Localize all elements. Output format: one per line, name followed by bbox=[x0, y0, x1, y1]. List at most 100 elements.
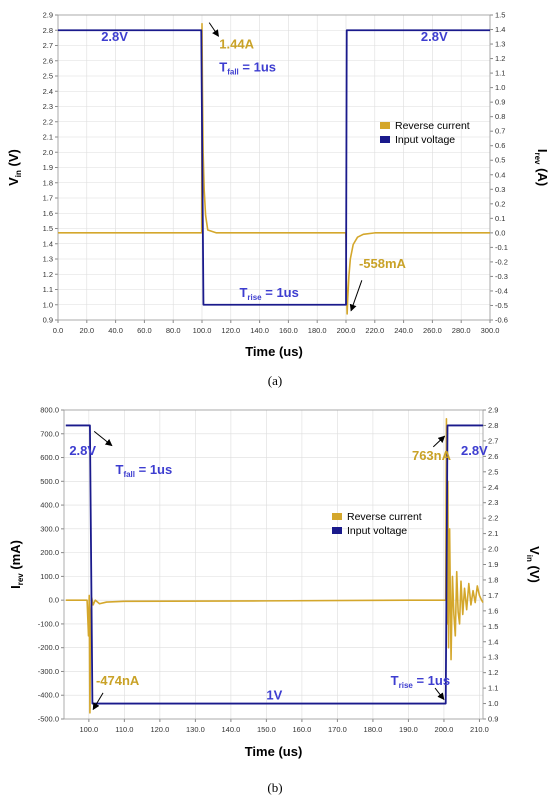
annotation-label: -474nA bbox=[96, 673, 140, 688]
annotation-arrow bbox=[92, 692, 104, 711]
y-right-tick-label: -0.6 bbox=[495, 316, 508, 325]
y-right-tick-label: 1.9 bbox=[488, 560, 498, 569]
y-right-tick-label: 1.7 bbox=[488, 591, 498, 600]
annotation-label: Tfall = 1us bbox=[219, 59, 276, 76]
plot-frame bbox=[63, 409, 484, 720]
legend-label: Reverse current bbox=[347, 511, 422, 523]
annotation-label: 2.8V bbox=[421, 29, 448, 44]
y-left-tick-label: 2.5 bbox=[43, 72, 53, 81]
y-left-tick-label: 200.0 bbox=[40, 548, 59, 557]
y-left-tick-label: 2.2 bbox=[43, 117, 53, 126]
x-tick-label: 220.0 bbox=[365, 326, 384, 335]
y-left-tick-label: 1.2 bbox=[43, 270, 53, 279]
y-right-tick-label: 0.4 bbox=[495, 170, 505, 179]
x-tick-label: 120.0 bbox=[150, 725, 169, 734]
y-right-tick-label: -0.3 bbox=[495, 272, 508, 281]
y-left-tick-label: 800.0 bbox=[40, 406, 59, 415]
annotation-arrow bbox=[93, 431, 113, 447]
y-right-axis-label: Irev (A) bbox=[533, 149, 550, 186]
x-tick-label: 280.0 bbox=[452, 326, 471, 335]
x-tick-label: 180.0 bbox=[308, 326, 327, 335]
y-right-axis-label: Vin (V) bbox=[525, 546, 542, 583]
y-left-tick-label: 1.3 bbox=[43, 255, 53, 264]
legend-label: Input voltage bbox=[395, 134, 455, 146]
y-right-tick-label: 2.3 bbox=[488, 498, 498, 507]
x-tick-label: 160.0 bbox=[293, 725, 312, 734]
y-left-tick-label: 2.0 bbox=[43, 148, 53, 157]
y-left-tick-label: 1.5 bbox=[43, 224, 53, 233]
x-tick-label: 80.0 bbox=[166, 326, 181, 335]
y-right-tick-label: -0.1 bbox=[495, 243, 508, 252]
annotation-label: 1V bbox=[266, 688, 282, 703]
x-tick-label: 110.0 bbox=[115, 725, 133, 734]
x-tick-label: 200.0 bbox=[435, 725, 454, 734]
y-right-tick-label: 0.3 bbox=[495, 185, 505, 194]
y-left-tick-label: 2.8 bbox=[43, 26, 53, 35]
annotation-arrow bbox=[349, 280, 363, 312]
y-left-tick-label: 400.0 bbox=[40, 501, 59, 510]
x-tick-label: 60.0 bbox=[137, 326, 152, 335]
y-right-tick-label: 2.1 bbox=[488, 529, 498, 538]
legend-label: Input voltage bbox=[347, 525, 407, 537]
series-input-voltage-line bbox=[65, 424, 483, 705]
plot-frame bbox=[57, 14, 491, 321]
y-right-tick-label: 2.2 bbox=[488, 514, 498, 523]
y-left-tick-label: 0.9 bbox=[43, 316, 53, 325]
annotation-label: 763nA bbox=[412, 448, 452, 463]
y-right-tick-label: 1.5 bbox=[495, 11, 505, 20]
y-right-tick-label: 0.9 bbox=[488, 715, 498, 724]
chart-panel-b: -500.0 -400.0 -300.0 -200.0 -100.0 0.0 100.0 20… bbox=[8, 406, 542, 760]
legend-swatch bbox=[332, 527, 342, 534]
legend-swatch bbox=[332, 513, 342, 520]
x-axis-label: Time (us) bbox=[245, 744, 303, 759]
y-left-axis-label: Vin (V) bbox=[6, 149, 23, 186]
x-tick-label: 0.0 bbox=[53, 326, 63, 335]
y-left-tick-label: 1.1 bbox=[43, 285, 53, 294]
annotation-label: Trise = 1us bbox=[239, 285, 298, 302]
y-right-tick-label: 0.0 bbox=[495, 228, 505, 237]
x-tick-label: 170.0 bbox=[328, 725, 347, 734]
y-left-tick-label: -400.0 bbox=[38, 691, 59, 700]
x-tick-label: 210.0 bbox=[470, 725, 489, 734]
y-right-tick-label: 0.1 bbox=[495, 214, 505, 223]
legend-swatch bbox=[380, 122, 390, 129]
y-left-tick-label: 1.0 bbox=[43, 300, 53, 309]
x-tick-label: 140.0 bbox=[250, 326, 269, 335]
y-left-tick-label: 600.0 bbox=[40, 453, 59, 462]
y-left-tick-label: -100.0 bbox=[38, 619, 59, 628]
y-left-tick-label: -200.0 bbox=[38, 643, 59, 652]
y-right-tick-label: 1.4 bbox=[488, 637, 498, 646]
y-left-tick-label: 2.9 bbox=[43, 11, 53, 20]
y-left-tick-label: -500.0 bbox=[38, 715, 59, 724]
chart-panel-a: 0.9 1.0 1.1 1.2 1.3 1.4 1.5 1.6 1.7 1.8 1.9 2.0 2.1 2… bbox=[6, 11, 550, 360]
y-right-tick-label: 2.5 bbox=[488, 467, 498, 476]
annotation-arrow bbox=[432, 435, 446, 448]
y-right-tick-label: 1.3 bbox=[495, 40, 505, 49]
x-tick-label: 120.0 bbox=[221, 326, 240, 335]
y-left-tick-label: 2.4 bbox=[43, 87, 53, 96]
y-right-tick-label: 0.5 bbox=[495, 156, 505, 165]
caption-a: (a) bbox=[268, 373, 282, 388]
y-right-tick-label: 2.9 bbox=[488, 406, 498, 415]
annotation-label: 2.8V bbox=[69, 443, 96, 458]
y-right-tick-label: 2.6 bbox=[488, 452, 498, 461]
caption-b: (b) bbox=[267, 780, 282, 795]
y-right-tick-label: 1.4 bbox=[495, 25, 505, 34]
x-tick-label: 200.0 bbox=[337, 326, 356, 335]
y-right-tick-label: -0.4 bbox=[495, 286, 508, 295]
x-tick-label: 150.0 bbox=[257, 725, 276, 734]
annotation-arrow bbox=[434, 687, 445, 701]
legend-label: Reverse current bbox=[395, 120, 470, 132]
y-right-tick-label: 1.1 bbox=[495, 69, 505, 78]
annotation-label: 1.44A bbox=[219, 37, 254, 52]
annotation-label: Trise = 1us bbox=[391, 673, 450, 690]
x-tick-label: 240.0 bbox=[394, 326, 413, 335]
x-tick-label: 260.0 bbox=[423, 326, 442, 335]
annotation-label: 2.8V bbox=[101, 29, 128, 44]
series-input-voltage-line bbox=[58, 29, 490, 306]
y-right-tick-label: 2.4 bbox=[488, 483, 498, 492]
y-left-tick-label: 1.6 bbox=[43, 209, 53, 218]
y-left-tick-label: 1.7 bbox=[43, 194, 53, 203]
y-left-tick-label: 2.7 bbox=[43, 41, 53, 50]
